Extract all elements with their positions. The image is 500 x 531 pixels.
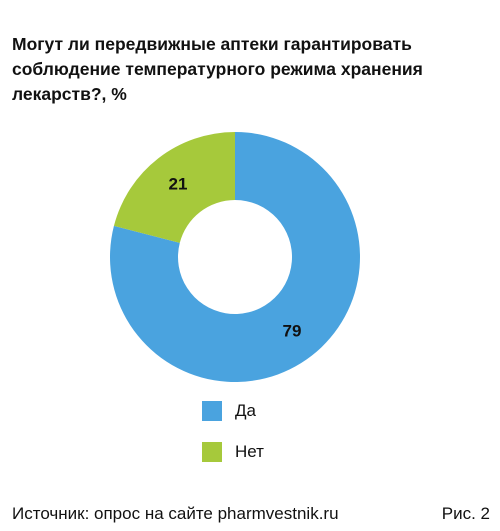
data-label-yes: 79 <box>283 321 302 340</box>
legend-label-no: Нет <box>235 442 264 461</box>
data-label-no: 21 <box>169 175 188 194</box>
legend-item-yes: Да <box>202 400 264 422</box>
chart-title: Могут ли передвижные аптеки гарантироват… <box>12 32 482 107</box>
legend-swatch-no <box>202 442 222 462</box>
legend-label-yes: Да <box>235 401 256 420</box>
title-line-2: соблюдение температурного режима хранени… <box>12 59 423 79</box>
legend: Да Нет <box>202 400 264 482</box>
footer: Источник: опрос на сайте pharmvestnik.ru… <box>12 504 490 524</box>
slice-yes <box>110 132 360 382</box>
title-line-1: Могут ли передвижные аптеки гарантироват… <box>12 34 412 54</box>
legend-item-no: Нет <box>202 441 264 463</box>
legend-swatch-yes <box>202 401 222 421</box>
donut-chart: 79 21 <box>110 132 360 382</box>
figure-label: Рис. 2 <box>441 504 490 523</box>
title-line-3: лекарств?, % <box>12 84 127 104</box>
source-text: Источник: опрос на сайте pharmvestnik.ru <box>12 504 339 523</box>
slice-no <box>113 132 235 243</box>
